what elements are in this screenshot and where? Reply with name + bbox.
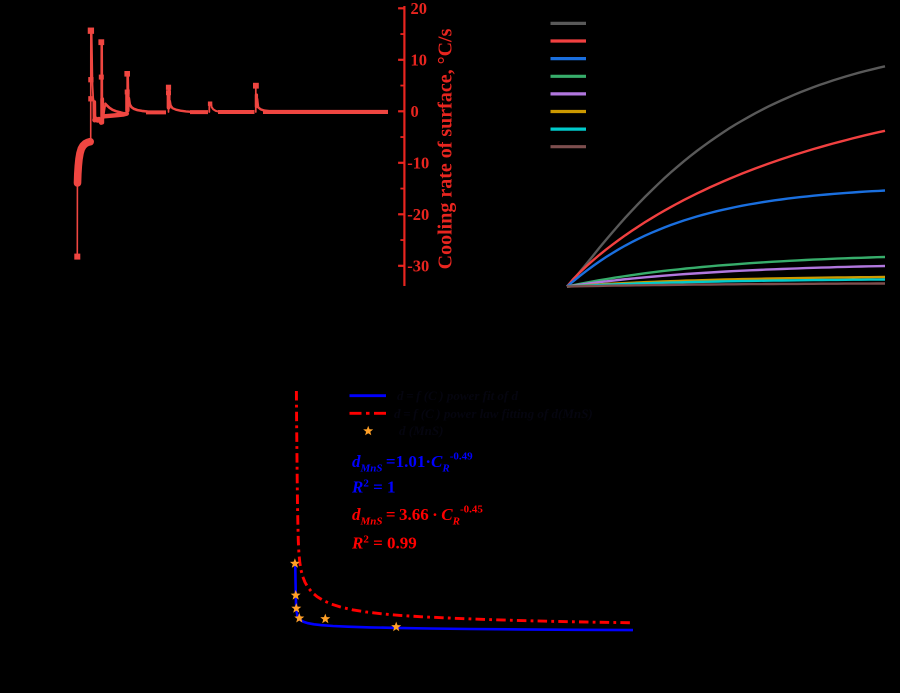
svg-text:0: 0 bbox=[411, 102, 419, 121]
svg-text:-20: -20 bbox=[407, 205, 429, 224]
svg-text:R2 = 0.99: R2 = 0.99 bbox=[351, 534, 417, 553]
svg-text:20: 20 bbox=[411, 0, 428, 18]
svg-text:10: 10 bbox=[411, 51, 428, 70]
svg-text:-30: -30 bbox=[407, 257, 429, 276]
svg-text:d = f (C ) power fit of d: d = f (C ) power fit of d bbox=[397, 388, 519, 403]
svg-text:d = f (C ) power law fitting o: d = f (C ) power law fitting of d(MnS) bbox=[394, 406, 593, 421]
svg-text:Cooling rate of surface, °C/s: Cooling rate of surface, °C/s bbox=[435, 28, 457, 269]
svg-text:d (MnS): d (MnS) bbox=[399, 423, 443, 438]
svg-text:-10: -10 bbox=[407, 154, 429, 173]
svg-text:R2 = 1: R2 = 1 bbox=[351, 478, 396, 497]
